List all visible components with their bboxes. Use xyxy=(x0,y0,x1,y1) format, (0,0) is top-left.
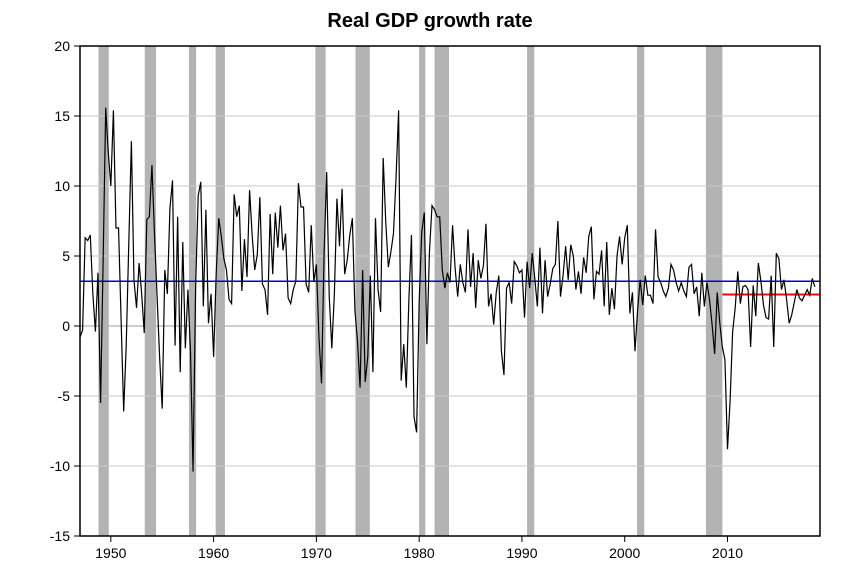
recession-band xyxy=(435,46,449,536)
recession-band xyxy=(637,46,644,536)
recession-band xyxy=(145,46,156,536)
x-tick-label: 1950 xyxy=(95,545,126,561)
recession-band xyxy=(527,46,534,536)
y-tick-label: 5 xyxy=(62,248,70,264)
y-tick-label: -15 xyxy=(50,528,70,544)
chart-canvas: -15 -10 -5 0 5 10 15 20 1950 1960 1970 1980 1990 2000… xyxy=(0,0,860,586)
x-tick-label: 1980 xyxy=(404,545,435,561)
y-tick-label: 10 xyxy=(54,178,70,194)
x-tick-label: 2000 xyxy=(609,545,640,561)
x-tick-label: 1990 xyxy=(506,545,537,561)
y-tick-label: 20 xyxy=(54,38,70,54)
y-tick-label: 15 xyxy=(54,108,70,124)
recession-band xyxy=(99,46,109,536)
x-tick-label: 1960 xyxy=(198,545,229,561)
y-tick-label: -10 xyxy=(50,458,70,474)
y-tick-label: 0 xyxy=(62,318,70,334)
x-tick-label: 1970 xyxy=(301,545,332,561)
x-tick-label: 2010 xyxy=(712,545,743,561)
recession-band xyxy=(216,46,225,536)
y-tick-label: -5 xyxy=(58,388,71,404)
